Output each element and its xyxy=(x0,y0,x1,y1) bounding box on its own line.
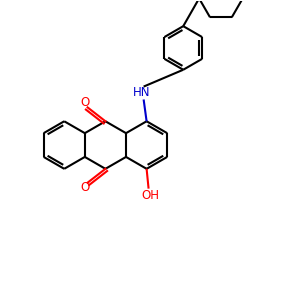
Text: HN: HN xyxy=(133,86,150,99)
Text: OH: OH xyxy=(142,189,160,202)
Text: O: O xyxy=(80,96,89,109)
Text: O: O xyxy=(80,181,89,194)
